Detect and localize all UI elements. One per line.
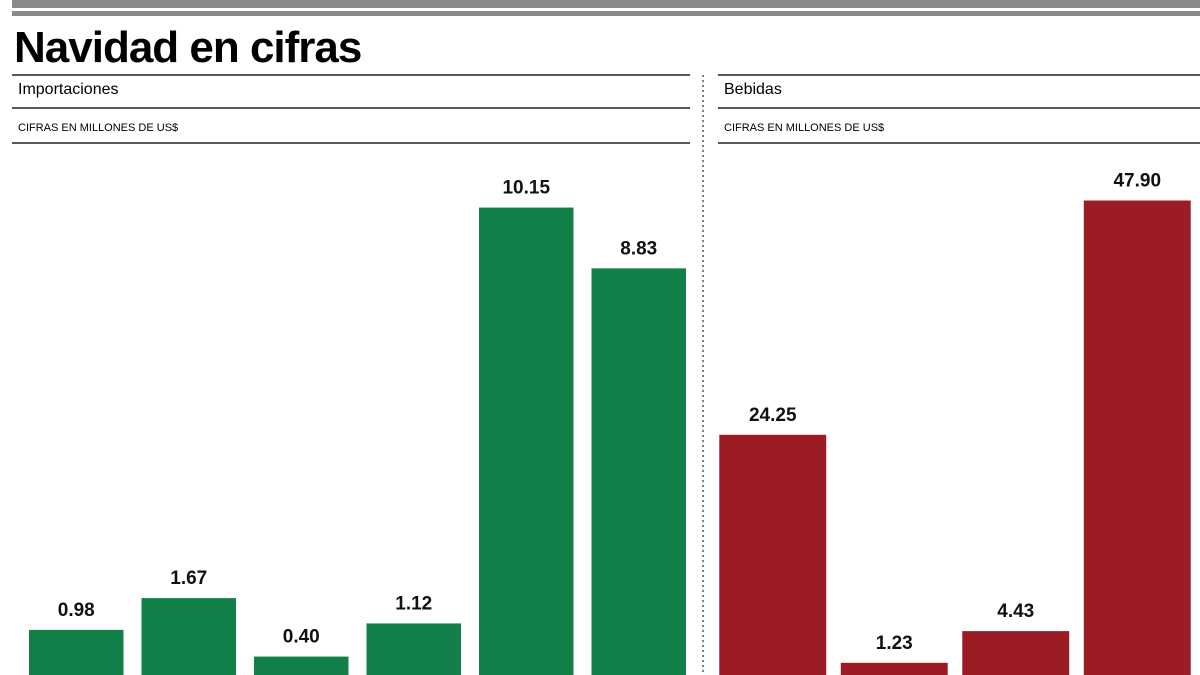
page-title: Navidad en cifras — [14, 23, 361, 72]
value-label: 1.67 — [170, 568, 207, 589]
bar — [1083, 200, 1191, 675]
top-rule — [12, 0, 1200, 8]
bar — [840, 662, 948, 675]
bar — [141, 598, 236, 675]
value-label: 0.40 — [283, 627, 320, 648]
value-label: 0.98 — [58, 600, 95, 621]
bar — [591, 268, 686, 675]
panel-subtitle: CIFRAS EN MILLONES DE US$ — [18, 122, 178, 134]
bar — [29, 629, 124, 675]
value-label: 1.12 — [395, 593, 432, 614]
bar — [479, 207, 574, 675]
bar — [366, 623, 461, 675]
top-rule — [12, 11, 1200, 16]
value-label: 10.15 — [502, 178, 550, 199]
panel-title: Importaciones — [18, 81, 119, 98]
bar — [254, 656, 349, 675]
value-label: 47.90 — [1113, 171, 1161, 192]
panel-title: Bebidas — [724, 81, 782, 98]
panel-subtitle: CIFRAS EN MILLONES DE US$ — [724, 122, 884, 134]
value-label: 1.23 — [876, 633, 913, 654]
value-label: 24.25 — [749, 405, 797, 426]
bar — [962, 631, 1070, 675]
value-label: 4.43 — [997, 601, 1034, 622]
bar — [719, 434, 827, 675]
value-label: 8.83 — [620, 238, 657, 259]
